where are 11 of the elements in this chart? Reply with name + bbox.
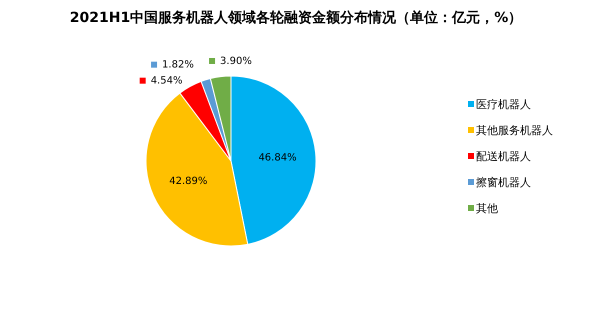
legend-label: 其他	[476, 202, 498, 215]
data-label: 42.89%	[169, 176, 208, 188]
legend-label: 配送机器人	[476, 150, 531, 163]
legend-label: 擦窗机器人	[476, 176, 531, 189]
data-label: 46.84%	[258, 152, 297, 164]
data-label: 1.82%	[162, 60, 194, 71]
legend-label: 其他服务机器人	[476, 124, 553, 137]
data-label: 4.54%	[150, 76, 182, 87]
chart-title: 2021H1中国服务机器人领域各轮融资金额分布情况（单位：亿元，%）	[70, 9, 522, 26]
data-label: 3.90%	[220, 56, 252, 67]
legend-label: 医疗机器人	[476, 98, 531, 111]
